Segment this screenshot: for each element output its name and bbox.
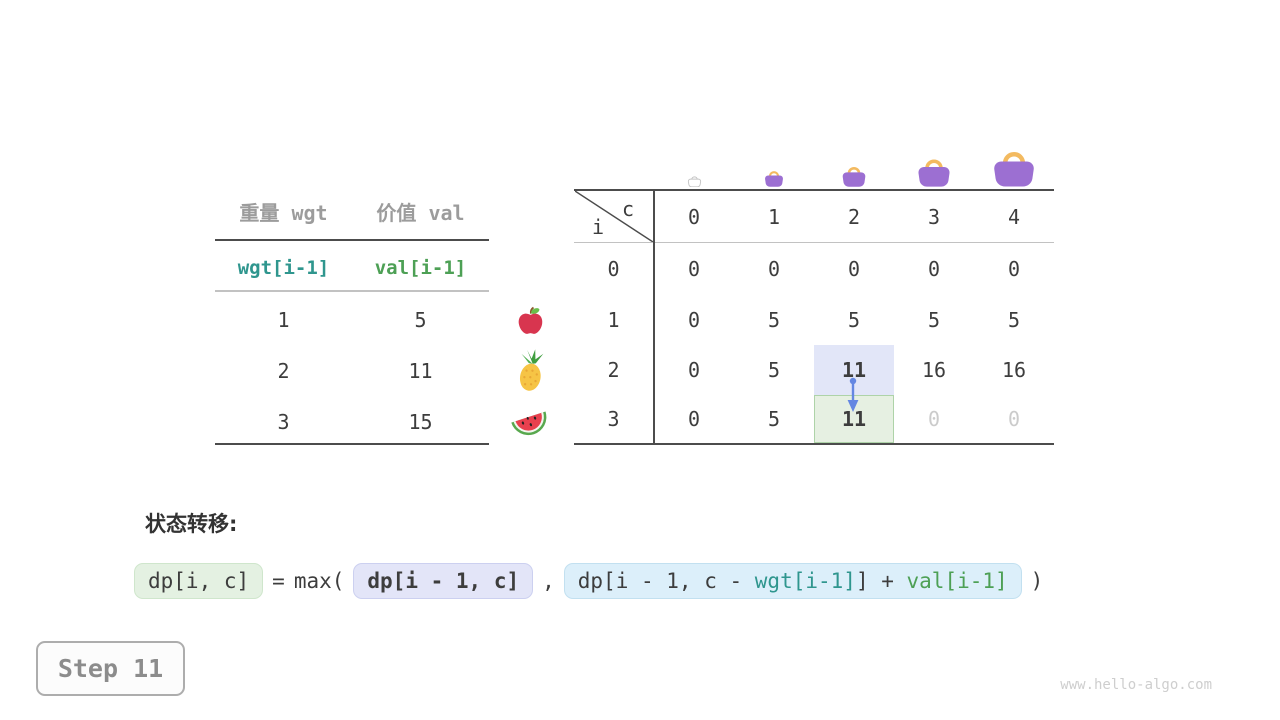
dp-cell-0-4: 0 [1007, 256, 1021, 281]
arg2-mid: ] + [855, 569, 907, 593]
item-row-2-wgt: 3 [277, 410, 290, 434]
dp-cell-1-3: 5 [927, 307, 941, 332]
dp-cell-2-4: 16 [1001, 358, 1027, 382]
dp-cell-3-0: 0 [687, 407, 701, 431]
dp-row-label-3: 3 [607, 407, 620, 431]
dp-cell-1-1: 5 [767, 307, 781, 332]
equals-sign: = [272, 569, 285, 593]
dp-row-label-2: 2 [607, 358, 620, 382]
item-row-2-val: 15 [408, 410, 433, 434]
dp-cell-3-3: 0 [927, 407, 941, 431]
dp-cell-2-0: 0 [687, 358, 701, 382]
items-table-rule-bottom [215, 443, 489, 445]
dp-cell-1-2: 5 [847, 307, 861, 332]
dp-row-label-0: 0 [607, 256, 620, 281]
dp-cell-0-2: 0 [847, 256, 861, 281]
bag-large-icon [894, 139, 974, 187]
items-col-header-value: 价值 val [376, 200, 465, 225]
items-col-header-weight: 重量 wgt [239, 200, 328, 225]
transition-arrow-icon [847, 377, 859, 412]
dp-table-vline [653, 189, 655, 445]
dp-cell-1-4: 5 [1007, 307, 1021, 332]
formula-arg2: dp[i - 1, c - wgt[i-1]] + val[i-1] [563, 563, 1022, 599]
bag-xlarge-icon [974, 139, 1054, 187]
dp-col-header-1: 1 [767, 205, 781, 229]
max-open: max( [293, 569, 345, 593]
transition-label: 状态转移: [145, 512, 238, 536]
dp-cell-0-3: 0 [927, 256, 941, 281]
dp-corner-label-i: i [591, 215, 605, 239]
items-index-wgt: wgt[i-1] [237, 257, 330, 279]
dp-cell-0-1: 0 [767, 256, 781, 281]
transition-formula: dp[i, c] = max( dp[i - 1, c] , dp[i - 1,… [134, 560, 1043, 602]
apple-icon [512, 300, 548, 336]
item-row-0-val: 5 [414, 308, 427, 332]
items-table-rule-mid [215, 290, 489, 292]
dp-col-header-2: 2 [847, 205, 861, 229]
items-index-val: val[i-1] [374, 257, 467, 279]
dp-row-label-1: 1 [607, 307, 620, 332]
item-row-0-wgt: 1 [277, 308, 290, 332]
dp-cell-2-1: 5 [767, 358, 781, 382]
close-paren: ) [1030, 569, 1044, 593]
dp-cell-3-4: 0 [1007, 407, 1021, 431]
item-row-1-wgt: 2 [277, 359, 290, 383]
dp-col-header-0: 0 [687, 205, 701, 229]
dp-cell-1-0: 0 [687, 307, 701, 332]
arg2-wgt: wgt[i-1] [754, 569, 856, 593]
dp-col-header-4: 4 [1007, 205, 1021, 229]
item-row-1-val: 11 [408, 359, 433, 383]
dp-col-header-3: 3 [927, 205, 941, 229]
bag-outline-icon [654, 139, 734, 187]
formula-lhs: dp[i, c] [134, 563, 264, 599]
dp-cell-3-1: 5 [767, 407, 781, 431]
dp-cell-3-2-highlight-green: 11 [814, 395, 894, 443]
dp-table-rule-bottom [574, 443, 1054, 445]
bag-small-icon [734, 139, 814, 187]
items-table-rule-top [215, 239, 489, 241]
pineapple-icon [512, 348, 550, 393]
bag-medium-icon [814, 139, 894, 187]
dp-cell-2-3: 16 [921, 358, 947, 382]
formula-arg1: dp[i - 1, c] [353, 563, 534, 599]
arg2-val: val[i-1] [906, 569, 1008, 593]
dp-table-rule-top [574, 189, 1054, 191]
dp-cell-0-0: 0 [687, 256, 701, 281]
dp-corner-label-c: c [621, 197, 635, 221]
arg2-prefix: dp[i - 1, c - [577, 569, 755, 593]
comma: , [542, 569, 555, 593]
step-badge: Step 11 [36, 641, 185, 696]
watermark: www.hello-algo.com [1060, 677, 1212, 693]
watermelon-icon [508, 402, 550, 438]
dp-table-rule-header [574, 242, 1054, 243]
dp-corner-diagonal [575, 191, 653, 242]
